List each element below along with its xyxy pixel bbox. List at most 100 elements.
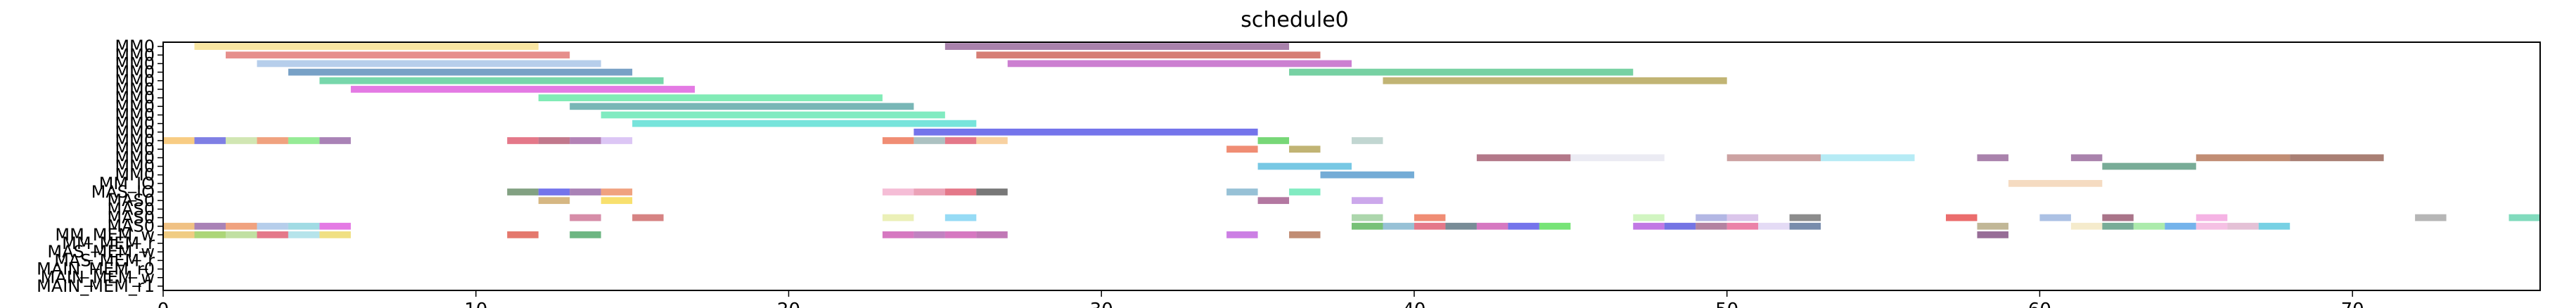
y-tick-label: MM_MEM_r [62, 233, 155, 253]
task-bar [1289, 188, 1321, 195]
task-bar [2165, 222, 2196, 230]
task-bar [538, 197, 570, 205]
task-bar [1977, 231, 2008, 238]
task-bar [225, 231, 257, 238]
task-bar [2102, 222, 2134, 230]
task-bar [1821, 154, 1915, 162]
task-bar [1977, 154, 2008, 162]
task-bar [1352, 214, 1383, 222]
task-bar [1570, 154, 1665, 162]
task-bar [538, 137, 570, 144]
task-bar [1726, 222, 1759, 230]
task-bar [225, 137, 257, 144]
task-bar [319, 231, 351, 238]
task-bar [944, 188, 977, 195]
y-tick-label: MM_IO [99, 174, 155, 193]
task-bar [225, 222, 257, 230]
task-bar [1696, 222, 1727, 230]
y-tick-label: MAS_MEM_r [54, 250, 155, 270]
y-tick-label: MM0 [115, 139, 155, 159]
y-tick-label: MM0 [115, 45, 155, 65]
task-bar [2070, 154, 2103, 162]
task-bar [163, 137, 195, 144]
y-tick-label: MM0 [115, 165, 155, 185]
task-bar [1726, 154, 1821, 162]
y-tick-label: MAS_IO [91, 182, 155, 202]
task-bar [507, 137, 539, 144]
task-bar [944, 231, 977, 238]
task-bar [1289, 231, 1321, 238]
task-bar [194, 137, 226, 144]
task-bar [914, 128, 1258, 136]
task-bar [1289, 68, 1634, 76]
task-bar [1789, 214, 1821, 222]
y-tick-label: MM0 [115, 105, 155, 124]
task-bar [570, 103, 914, 110]
chart-title: schedule0 [1241, 8, 1349, 32]
task-bar [914, 137, 945, 144]
task-bar [1257, 197, 1290, 205]
task-bar [2102, 214, 2134, 222]
task-bar [288, 222, 320, 230]
y-tick-label: MAIN_MEM_r1 [37, 276, 155, 296]
task-bar [1383, 77, 1727, 84]
task-bar [882, 137, 914, 144]
y-tick-label: MAIN_MEM_r0 [37, 259, 155, 279]
task-bar [288, 137, 320, 144]
task-bar [2258, 222, 2290, 230]
x-tick-label: 40 [1402, 300, 1425, 308]
task-bar [1257, 162, 1352, 170]
task-bar [944, 137, 977, 144]
task-bar [1664, 222, 1696, 230]
task-bar [1352, 137, 1383, 144]
task-bar [194, 231, 226, 238]
task-bar [288, 68, 633, 76]
task-bar [1383, 222, 1414, 230]
bars-layer [163, 43, 2540, 238]
task-bar [1226, 188, 1258, 195]
task-bar [319, 222, 351, 230]
task-bar [2196, 222, 2228, 230]
y-tick-label: MAIN_MEM_w [41, 268, 155, 288]
task-bar [914, 231, 945, 238]
task-bar [2196, 214, 2228, 222]
y-axis: MAIN_MEM_r1MAIN_MEM_wMAIN_MEM_r0MAS_MEM_… [37, 37, 163, 296]
y-tick-label: MAS_MEM_w [47, 242, 155, 262]
y-tick-label: MAS0 [107, 191, 155, 210]
task-bar [882, 188, 914, 195]
task-bar [2133, 222, 2165, 230]
y-tick-label: MAS0 [107, 208, 155, 228]
y-tick-label: MM0 [115, 122, 155, 142]
task-bar [163, 231, 195, 238]
task-bar [257, 222, 288, 230]
x-tick-label: 70 [2341, 300, 2364, 308]
task-bar [976, 137, 1008, 144]
task-bar [1352, 222, 1383, 230]
task-bar [976, 231, 1008, 238]
y-tick-label: MM0 [115, 88, 155, 108]
task-bar [1257, 137, 1290, 144]
task-bar [2008, 179, 2103, 187]
task-bar [538, 188, 570, 195]
task-bar [1414, 222, 1446, 230]
task-bar [163, 222, 195, 230]
task-bar [1696, 214, 1727, 222]
task-bar [319, 77, 664, 84]
task-bar [507, 231, 539, 238]
task-bar [1508, 222, 1539, 230]
y-tick-label: MM0 [115, 53, 155, 73]
task-bar [2290, 154, 2384, 162]
task-bar [601, 197, 633, 205]
task-bar [632, 120, 977, 127]
x-tick-label: 20 [777, 300, 800, 308]
task-bar [976, 51, 1321, 59]
task-bar [1476, 154, 1571, 162]
x-tick-label: 60 [2028, 300, 2051, 308]
y-tick-label: MM0 [115, 71, 155, 91]
task-bar [194, 43, 539, 50]
x-tick-label: 0 [158, 300, 169, 308]
task-bar [570, 214, 601, 222]
task-bar [1226, 231, 1258, 238]
task-bar [257, 231, 288, 238]
